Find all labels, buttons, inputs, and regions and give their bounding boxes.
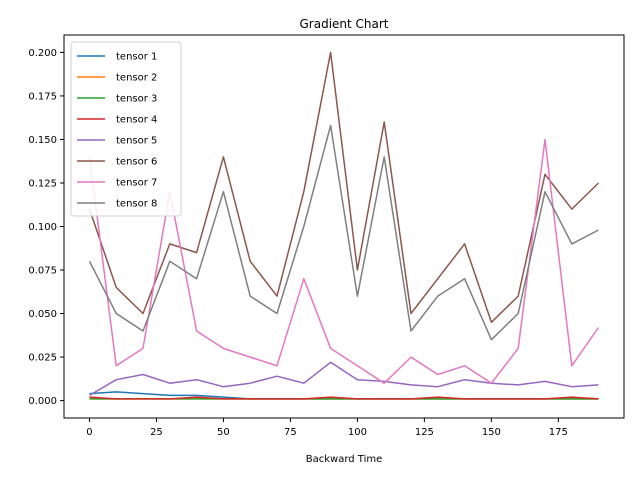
plot-area (88, 51, 600, 400)
series-line-8 (88, 124, 599, 341)
legend-entry-label: tensor 7 (116, 178, 157, 189)
y-axis: 0.000 0.025 0.050 0.075 0.100 0.125 0.150 0.175… (28, 48, 64, 407)
x-axis: 0 25 50 75 100 125 150 175 (86, 418, 568, 438)
y-tick-label: 0.075 (28, 266, 57, 277)
y-tick-label: 0.025 (28, 353, 57, 364)
legend-entry-label: tensor 1 (116, 52, 157, 63)
legend-entry-label: tensor 6 (116, 157, 157, 168)
x-tick-label: 125 (415, 427, 434, 438)
legend: tensor 1 tensor 2 tensor 3 tensor 4 tensor 5… (70, 41, 182, 217)
y-tick-label: 0.150 (28, 135, 57, 146)
x-tick-label: 175 (549, 427, 568, 438)
chart-title: Gradient Chart (299, 17, 388, 31)
series-line-4 (89, 396, 599, 400)
y-tick-label: 0.125 (28, 178, 57, 189)
x-tick-label: 25 (150, 427, 163, 438)
y-tick-label: 0.200 (28, 48, 57, 59)
y-tick-label: 0.100 (28, 222, 57, 233)
legend-entry-label: tensor 8 (116, 199, 157, 210)
x-tick-label: 100 (348, 427, 367, 438)
legend-box (70, 41, 182, 217)
x-tick-label: 50 (217, 427, 230, 438)
legend-entry-label: tensor 2 (116, 73, 157, 84)
y-tick-label: 0.000 (28, 396, 57, 407)
x-tick-label: 150 (482, 427, 501, 438)
legend-entry-label: tensor 3 (116, 94, 157, 105)
x-tick-label: 0 (86, 427, 92, 438)
y-tick-label: 0.050 (28, 309, 57, 320)
x-tick-label: 75 (284, 427, 297, 438)
series-line-6 (88, 51, 600, 324)
legend-entry-label: tensor 4 (116, 115, 157, 126)
y-tick-label: 0.175 (28, 91, 57, 102)
legend-entry-label: tensor 5 (116, 136, 157, 147)
series-line-5 (89, 361, 599, 397)
x-axis-label: Backward Time (306, 454, 383, 465)
